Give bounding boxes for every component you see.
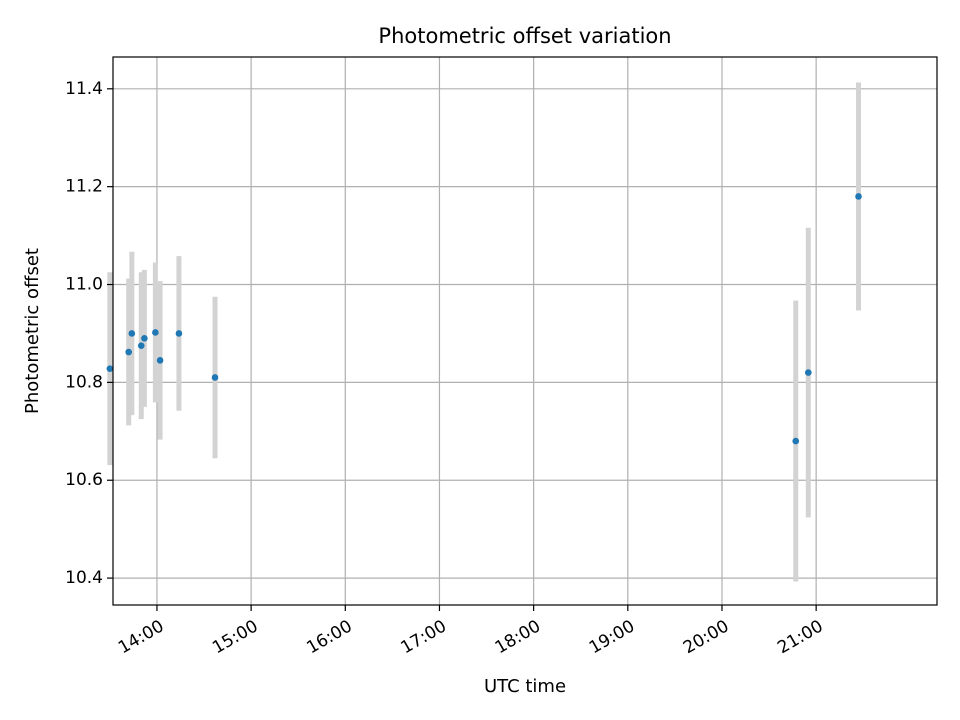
data-point: [152, 329, 159, 336]
chart-title: Photometric offset variation: [378, 24, 671, 48]
y-tick-label: 11.4: [65, 79, 103, 99]
data-point: [792, 437, 800, 445]
y-axis-ticks: 10.4 10.6 10.8 11.0 11.2 11.4: [65, 79, 113, 588]
y-axis-label: Photometric offset: [22, 248, 43, 414]
data-point: [128, 330, 136, 337]
y-tick-label: 10.4: [65, 568, 103, 588]
data-point: [106, 365, 114, 372]
plot-frame: [112, 56, 938, 606]
data-point: [156, 357, 164, 364]
grid: [113, 57, 937, 605]
data-points: [106, 193, 862, 445]
y-tick-label: 11.2: [65, 177, 103, 197]
data-point: [211, 374, 219, 381]
y-tick-label: 10.8: [65, 372, 103, 392]
y-tick-label: 10.6: [65, 470, 103, 490]
x-axis-label: UTC time: [484, 676, 566, 697]
data-point: [175, 330, 183, 337]
data-point: [141, 335, 148, 342]
data-point: [125, 348, 132, 356]
data-point: [804, 369, 812, 376]
data-point: [855, 193, 862, 200]
y-tick-label: 11.0: [65, 275, 103, 295]
data-point: [137, 342, 145, 349]
